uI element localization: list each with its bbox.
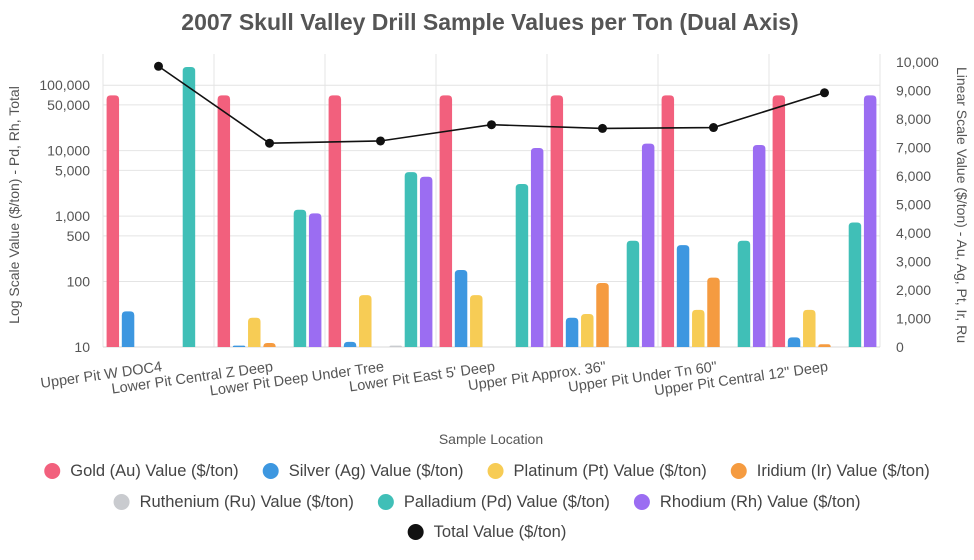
bar	[308, 213, 322, 347]
legend-label: Iridium (Ir) Value ($/ton)	[757, 462, 930, 480]
legend-label: Platinum (Pt) Value ($/ton)	[514, 462, 707, 480]
bar	[848, 222, 862, 347]
x-axis-title: Sample Location	[439, 431, 543, 447]
total-value-point	[487, 120, 496, 130]
bar	[772, 95, 786, 347]
bar	[217, 95, 231, 347]
bar	[707, 277, 720, 347]
bar	[581, 313, 594, 347]
bar	[454, 270, 468, 347]
y-right-tick-label: 1,000	[896, 311, 931, 327]
total-line	[154, 61, 829, 148]
bar	[641, 143, 655, 347]
bar	[419, 176, 433, 347]
legend-marker	[487, 463, 504, 479]
y-left-tick-label: 10	[74, 339, 90, 355]
bar	[470, 295, 483, 347]
legend-marker	[113, 494, 130, 510]
legend-label: Gold (Au) Value ($/ton)	[70, 462, 238, 480]
bar	[550, 95, 564, 347]
bar	[343, 341, 357, 347]
legend-marker	[377, 494, 394, 510]
y-left-tick-label: 100,000	[39, 77, 90, 93]
bar	[404, 172, 418, 347]
bar	[676, 245, 690, 347]
y-right-tick-label: 7,000	[896, 140, 931, 156]
bar	[293, 209, 307, 347]
y-right-tick-label: 2,000	[896, 282, 931, 298]
y-left-tick-label: 100	[67, 274, 91, 290]
bar	[818, 344, 831, 347]
total-value-point	[376, 136, 385, 146]
y-right-tick-label: 8,000	[896, 111, 931, 127]
total-value-point	[598, 123, 607, 133]
bar	[530, 147, 544, 347]
left-axis-ticks: 10 100 500 1,000 5,000 10,000 50,000 100,000	[39, 77, 90, 355]
legend-label: Rhodium (Rh) Value ($/ton)	[660, 493, 861, 511]
bar	[106, 95, 120, 347]
y-right-tick-label: 5,000	[896, 197, 931, 213]
legend-marker	[262, 463, 279, 479]
bar	[596, 283, 609, 347]
bar	[692, 309, 705, 347]
bar	[248, 317, 261, 347]
legend: Gold (Au) Value ($/ton) Silver (Ag) Value…	[44, 462, 930, 541]
y-right-tick-label: 6,000	[896, 168, 931, 184]
legend-label: Silver (Ag) Value ($/ton)	[289, 462, 464, 480]
legend-label: Palladium (Pd) Value ($/ton)	[404, 493, 610, 511]
bar	[359, 295, 372, 347]
bar	[389, 345, 402, 347]
y-right-tick-label: 4,000	[896, 225, 931, 241]
total-value-point	[265, 138, 274, 148]
bar	[328, 95, 342, 347]
bar	[182, 66, 196, 348]
y-left-tick-label: 50,000	[47, 97, 90, 113]
bars	[106, 66, 877, 348]
total-value-point	[820, 88, 829, 98]
y-right-tick-label: 0	[896, 339, 904, 355]
bar	[626, 240, 640, 347]
bar	[661, 95, 675, 347]
y-left-tick-label: 1,000	[55, 208, 90, 224]
bar	[439, 95, 453, 347]
total-value-point	[154, 61, 163, 71]
bar	[803, 309, 816, 347]
legend-marker	[730, 463, 747, 479]
y-left-tick-label: 500	[67, 228, 91, 244]
legend-label: Total Value ($/ton)	[434, 523, 567, 541]
bar	[232, 345, 246, 347]
bar	[787, 337, 801, 347]
bar	[263, 343, 276, 347]
y-right-tick-label: 10,000	[896, 54, 939, 70]
y-axis-right-title: Linear Scale Value ($/ton) - Au, Ag, Pt,…	[954, 67, 970, 343]
bar	[752, 145, 766, 347]
bar	[565, 317, 579, 347]
bar	[863, 95, 877, 347]
y-axis-left-title: Log Scale Value ($/ton) - Pd, Rh, Total	[6, 86, 22, 324]
y-right-tick-label: 3,000	[896, 254, 931, 270]
legend-marker	[407, 524, 424, 540]
bar	[737, 240, 751, 347]
chart-title: 2007 Skull Valley Drill Sample Values pe…	[181, 9, 798, 35]
legend-label: Ruthenium (Ru) Value ($/ton)	[140, 493, 354, 511]
y-right-tick-label: 9,000	[896, 83, 931, 99]
legend-marker	[633, 494, 650, 510]
grid	[102, 54, 881, 348]
legend-marker	[44, 463, 61, 479]
bar	[121, 311, 135, 347]
total-value-point	[709, 123, 718, 133]
right-axis-ticks: 0 1,000 2,000 3,000 4,000 5,000 6,000 7,000 8,00…	[896, 54, 939, 355]
y-left-tick-label: 10,000	[47, 143, 90, 159]
bar	[515, 183, 529, 347]
y-left-tick-label: 5,000	[55, 162, 90, 178]
